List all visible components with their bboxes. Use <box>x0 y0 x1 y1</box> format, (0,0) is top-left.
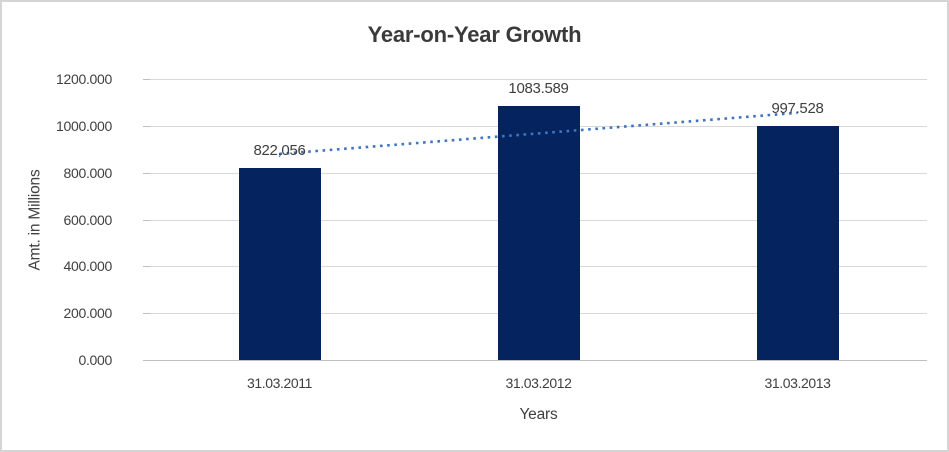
bar-31.03.2013 <box>756 126 839 360</box>
y-axis-tick-label: 1000.000 <box>56 117 112 134</box>
y-axis-tick-mark <box>143 313 150 315</box>
bar-31.03.2011 <box>238 167 321 360</box>
x-axis-category-label: 31.03.2012 <box>505 375 572 391</box>
data-label: 1083.589 <box>508 80 569 98</box>
x-axis-category-label: 31.03.2011 <box>246 375 313 391</box>
chart-title: Year-on-Year Growth <box>367 22 582 47</box>
data-label: 822,056 <box>253 141 306 159</box>
plot-area: 822,056 1083.589 997.528 <box>143 79 927 361</box>
x-axis-line <box>150 360 927 361</box>
y-axis-tick-label: 200.000 <box>63 305 112 322</box>
x-axis-title: Years <box>519 406 558 423</box>
y-axis-tick-mark <box>143 125 150 127</box>
y-axis-tick-label: 800.000 <box>63 164 112 181</box>
y-axis-tick-mark <box>143 79 150 80</box>
bar-31.03.2012 <box>497 106 580 360</box>
y-axis-tick-label: 600.000 <box>63 211 112 228</box>
x-axis-category-label: 31.03.2013 <box>764 375 831 391</box>
y-axis-tick-label: 1200.000 <box>56 71 112 87</box>
data-label: 997.528 <box>771 100 824 118</box>
y-axis-tick-mark <box>143 172 150 174</box>
y-axis-tick-mark <box>143 219 150 221</box>
y-axis-tick-label: 400.000 <box>63 258 112 275</box>
y-axis-tick-mark <box>143 266 150 268</box>
y-axis-tick-mark <box>143 360 150 361</box>
y-axis-tick-label: 0.000 <box>78 352 112 368</box>
gridline <box>150 79 927 80</box>
